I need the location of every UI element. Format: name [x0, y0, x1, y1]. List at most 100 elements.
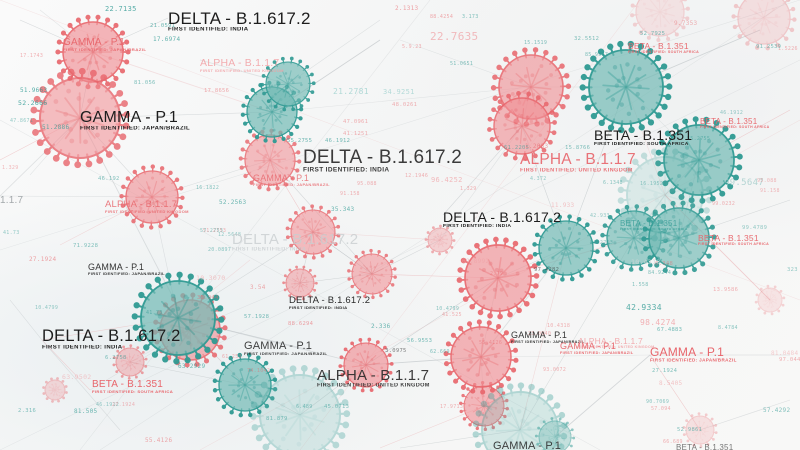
variant-label[interactable]: BETA - B.1.351 FIRST IDENTIFIED: SOUTH AF…: [700, 118, 769, 130]
variant-label[interactable]: DELTA - B.1.617.2 FIRST IDENTIFIED: INDIA: [289, 296, 370, 310]
variant-label[interactable]: DELTA - B.1.617.2 FIRST IDENTIFIED: INDIA: [232, 232, 358, 253]
variant-origin: FIRST IDENTIFIED: JAPAN/BRAZIL: [511, 340, 585, 344]
virus-particle[interactable]: [285, 204, 341, 260]
virus-texture: [542, 426, 566, 448]
virus-particle[interactable]: [55, 14, 131, 90]
virus-body: [140, 280, 216, 356]
virus-particle[interactable]: [338, 337, 394, 393]
virus-body: [464, 244, 532, 312]
variant-label[interactable]: ALPHA - B.1.1.7 FIRST IDENTIFIED: UNITED …: [105, 200, 189, 214]
virus-particle[interactable]: [459, 380, 509, 432]
variant-label[interactable]: DELTA - B.1.617.2 FIRST IDENTIFIED: INDIA: [42, 328, 181, 351]
virus-particle[interactable]: [443, 319, 519, 395]
variant-label[interactable]: DELTA - B.1.617.2 FIRST IDENTIFIED: INDIA: [168, 10, 311, 34]
variant-label[interactable]: BETA - B.1.351 FIRST IDENTIFIED: SOUTH AF…: [698, 234, 769, 246]
virus-particle[interactable]: [655, 116, 743, 204]
variant-label[interactable]: ALPHA - B.1.1.7 FIRST IDENTIFIED: UNITED …: [578, 337, 654, 349]
virus-particle[interactable]: [617, 147, 713, 243]
variant-label[interactable]: BETA - B.1.351 FIRST IDENTIFIED: SOUTH AF…: [92, 380, 173, 395]
variant-name: GAMMA - P.1: [493, 440, 562, 450]
virus-particle[interactable]: [347, 248, 397, 300]
virus-particle[interactable]: [456, 236, 540, 320]
variant-origin: FIRST IDENTIFIED: SOUTH AFRICA: [620, 227, 688, 231]
virus-particle[interactable]: [532, 214, 600, 282]
network-edge: [79, 0, 431, 450]
spike-protein-ring: [630, 0, 690, 43]
variant-label[interactable]: ALPHA - B.1.1.7 FIRST IDENTIFIED: UNITED …: [200, 58, 284, 73]
virus-particle[interactable]: [682, 412, 718, 448]
variant-label[interactable]: BETA - B.1.351 FIRST IDENTIFIED: SOUTH AF…: [620, 220, 688, 232]
virus-particle[interactable]: [112, 344, 148, 380]
virus-texture: [747, 0, 781, 36]
virus-texture: [228, 367, 263, 405]
variant-origin: FIRST IDENTIFIED: SOUTH AFRICA: [628, 49, 700, 54]
virus-body: [290, 209, 336, 255]
virus-body: [450, 326, 512, 388]
virus-particle[interactable]: [131, 271, 225, 365]
virus-texture: [296, 217, 327, 247]
virus-texture: [270, 70, 303, 98]
variant-origin: FIRST IDENTIFIED: UNITED KINGDOM: [317, 383, 430, 389]
variant-label[interactable]: 1.1.7: [0, 196, 23, 206]
variant-name: BETA - B.1.351: [92, 379, 163, 390]
variant-label[interactable]: DELTA - B.1.617.2 FIRST IDENTIFIED: INDIA: [303, 148, 462, 174]
virus-particle[interactable]: [260, 56, 316, 112]
variant-label[interactable]: ALPHA - B.1.1.7 FIRST IDENTIFIED: UNITED …: [317, 368, 430, 389]
variant-origin: FIRST IDENTIFIED: INDIA: [303, 167, 390, 174]
virus-body: [265, 61, 311, 107]
virus-particle[interactable]: [754, 284, 786, 316]
virus-particle[interactable]: [641, 200, 717, 276]
spike-protein-ring: [731, 0, 797, 51]
virus-particle[interactable]: [600, 204, 668, 272]
variant-label[interactable]: BETA - B.1.351 FIRST IDENTIFIED: SOUTH AF…: [628, 42, 699, 54]
virus-texture: [120, 352, 142, 372]
virus-body: [343, 342, 389, 388]
virus-particle[interactable]: [29, 67, 131, 169]
spike-protein-ring: [754, 284, 786, 316]
virus-particle[interactable]: [534, 417, 576, 450]
variant-origin: FIRST IDENTIFIED: INDIA: [232, 247, 307, 253]
variant-label[interactable]: BETA - B.1.351 FIRST IDENTIFIED: SOUTH AF…: [594, 128, 692, 148]
virus-texture: [660, 214, 698, 259]
variant-origin: FIRST IDENTIFIED: SOUTH AFRICA: [594, 141, 689, 147]
virus-texture: [691, 420, 709, 441]
variant-name: GAMMA - P.1: [63, 37, 126, 48]
variant-label[interactable]: ALPHA - B.1.1.7 FIRST IDENTIFIED: UNITED …: [520, 152, 636, 174]
virus-body: [757, 287, 783, 313]
virus-particle[interactable]: [472, 382, 568, 450]
virus-particle[interactable]: [731, 0, 797, 51]
variant-name: ALPHA - B.1.1.7: [317, 367, 430, 384]
variant-name: GAMMA - P.1: [88, 262, 145, 272]
spike-protein-ring: [472, 382, 568, 450]
network-edge: [0, 59, 800, 450]
virus-particle[interactable]: [487, 91, 557, 161]
virus-particle[interactable]: [249, 365, 351, 450]
virus-body: [648, 207, 710, 269]
virus-particle[interactable]: [238, 128, 302, 192]
virus-particle[interactable]: [282, 265, 318, 301]
variant-origin: FIRST IDENTIFIED: JAPAN/BRAZIL: [650, 358, 737, 363]
variant-origin: FIRST IDENTIFIED: JAPAN/BRAZIL: [560, 351, 634, 355]
virus-particle[interactable]: [42, 377, 68, 403]
variant-label[interactable]: BETA - B.1.351: [676, 444, 733, 450]
virus-body: [538, 420, 572, 450]
virus-particle[interactable]: [119, 164, 185, 230]
variant-label[interactable]: DELTA - B.1.617.2 FIRST IDENTIFIED: INDIA: [443, 210, 561, 230]
virus-particle[interactable]: [424, 224, 456, 256]
virus-particle[interactable]: [630, 0, 690, 43]
network-edge: [399, 429, 521, 449]
virus-texture: [473, 257, 520, 300]
virus-texture: [154, 293, 202, 347]
virus-particle[interactable]: [212, 352, 278, 418]
virus-particle[interactable]: [579, 40, 673, 134]
